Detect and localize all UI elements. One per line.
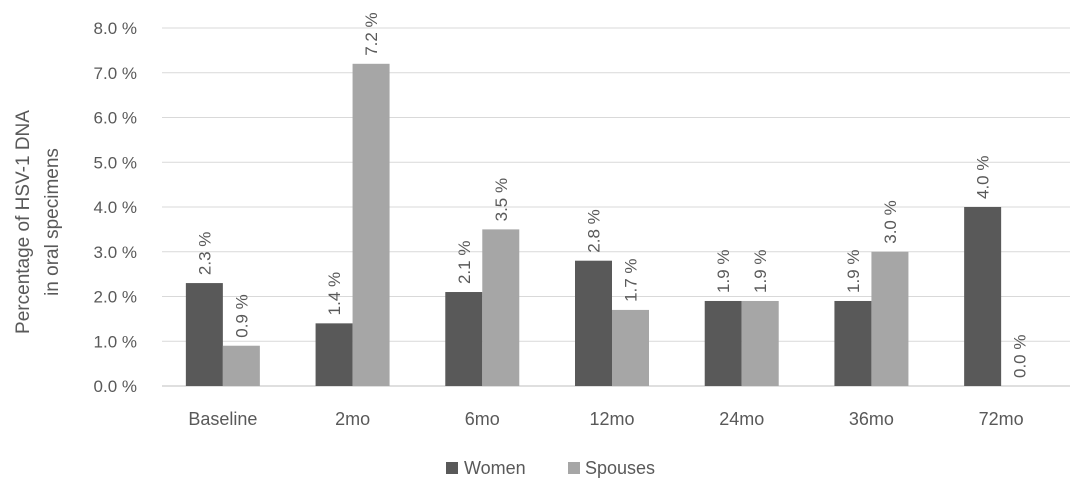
legend-swatch-spouses [568, 462, 580, 474]
bar-spouses-6mo [482, 229, 520, 386]
y-tick-label: 2.0 % [94, 288, 137, 307]
x-category-label: 2mo [335, 409, 370, 429]
y-tick-label: 3.0 % [94, 243, 137, 262]
legend: Women Spouses [446, 458, 655, 478]
legend-swatch-women [446, 462, 458, 474]
y-axis-title-line: Percentage of HSV-1 DNA [13, 110, 34, 334]
bars [185, 63, 1002, 387]
y-tick-label: 5.0 % [94, 153, 137, 172]
legend-label-women: Women [464, 458, 526, 478]
bar-women-baseline [185, 283, 223, 386]
bar-spouses-baseline [222, 345, 260, 386]
x-category-label: Baseline [188, 409, 257, 429]
bar-spouses-36mo [871, 251, 909, 386]
data-label: 2.8 % [585, 209, 604, 252]
data-label: 1.9 % [751, 249, 770, 292]
data-labels: 2.3 % 0.9 % 1.4 % 7.2 % 2.1 % 3.5 % 2.8 % 1.7 %… [195, 12, 1029, 378]
y-axis-title: Percentage of HSV-1 DNA in oral specimens [13, 110, 63, 334]
y-tick-label: 1.0 % [94, 332, 137, 351]
y-tick-label: 4.0 % [94, 198, 137, 217]
bar-women-72mo [964, 207, 1002, 386]
data-label: 1.9 % [844, 249, 863, 292]
legend-label-spouses: Spouses [585, 458, 655, 478]
x-axis-categories: Baseline 2mo 6mo 12mo 24mo 36mo 72mo [188, 409, 1023, 429]
bar-spouses-12mo [612, 309, 649, 386]
bar-women-36mo [834, 300, 872, 386]
data-label: 3.5 % [492, 178, 511, 221]
data-label: 0.9 % [232, 294, 251, 337]
gridlines [162, 27, 1070, 387]
data-label: 2.3 % [195, 232, 214, 275]
x-category-label: 36mo [849, 409, 894, 429]
data-label: 1.9 % [714, 249, 733, 292]
data-label: 4.0 % [974, 156, 993, 199]
data-label: 0.0 % [1011, 335, 1030, 378]
y-axis-ticks: 0.0 % 1.0 % 2.0 % 3.0 % 4.0 % 5.0 % 6.0 % 7.0 %… [94, 19, 137, 396]
x-category-label: 6mo [465, 409, 500, 429]
y-tick-label: 7.0 % [94, 64, 137, 83]
bar-spouses-2mo [352, 63, 390, 387]
data-label: 3.0 % [881, 200, 900, 243]
x-category-label: 12mo [589, 409, 634, 429]
bar-women-12mo [575, 260, 612, 386]
data-label: 2.1 % [455, 241, 474, 284]
y-tick-label: 8.0 % [94, 19, 137, 38]
bar-women-24mo [704, 300, 742, 386]
x-category-label: 72mo [979, 409, 1024, 429]
y-axis-title-line: in oral specimens [42, 148, 63, 296]
bar-women-6mo [445, 292, 483, 386]
x-category-label: 24mo [719, 409, 764, 429]
y-tick-label: 6.0 % [94, 109, 137, 128]
data-label: 7.2 % [362, 12, 381, 55]
bar-spouses-24mo [741, 300, 779, 386]
data-label: 1.4 % [325, 272, 344, 315]
data-label: 1.7 % [622, 258, 641, 301]
bar-women-2mo [315, 323, 353, 386]
y-tick-label: 0.0 % [94, 377, 137, 396]
